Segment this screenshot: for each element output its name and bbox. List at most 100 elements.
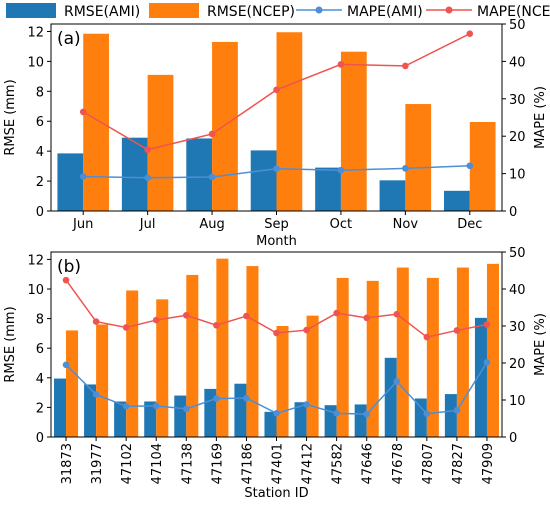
bar-rmse-ami--47401 [264, 411, 277, 437]
legend-item-rmse-ami-: RMSE(AMI) [6, 3, 140, 20]
point-mape-ami--Jun [79, 173, 87, 180]
legend-item-mape-ami-: MAPE(AMI) [296, 4, 423, 20]
point-mape-ncep--47401 [273, 329, 280, 337]
point-mape-ncep--31977 [92, 318, 100, 325]
point-mape-ncep--47678 [393, 310, 401, 318]
point-mape-ncep--Oct [337, 61, 345, 68]
x-tick-label: 47827 [451, 443, 466, 484]
point-mape-ncep--Jun [79, 108, 87, 116]
bar-rmse-ami--Jun [57, 153, 84, 211]
bar-rmse-ncep--Dec [469, 121, 496, 211]
bar-rmse-ncep--Jun [83, 33, 109, 211]
bar-rmse-ncep--47678 [396, 267, 409, 437]
x-axis-label: Month [256, 234, 297, 249]
x-tick-label: Jul [139, 217, 156, 232]
point-mape-ncep--Aug [208, 130, 216, 138]
x-tick-label: 47102 [120, 443, 135, 484]
y-tick-label: 10 [27, 55, 44, 70]
bar-rmse-ncep--Sep [276, 32, 303, 212]
x-axis: Jun Jul Aug Sep Oct Nov Dec [72, 211, 482, 232]
point-mape-ami--47827 [453, 407, 461, 414]
y-axis-left: 0 2 4 6 8 10 12 [27, 25, 51, 220]
point-mape-ncep--47807 [423, 333, 431, 341]
legend-swatch-bar [149, 3, 199, 18]
point-mape-ncep--47582 [333, 309, 340, 317]
point-mape-ami--Aug [208, 173, 216, 181]
x-tick-label: 31977 [90, 443, 105, 484]
bar-rmse-ncep--31977 [96, 324, 109, 437]
bars [57, 32, 496, 212]
point-mape-ami--47412 [303, 401, 310, 408]
y-tick-label: 6 [36, 115, 44, 130]
point-mape-ami--Dec [466, 162, 474, 170]
point-mape-ami--31873 [62, 361, 70, 369]
x-tick-label: 47169 [210, 443, 225, 484]
point-mape-ami--47138 [183, 405, 190, 413]
x-axis-label: Station ID [244, 486, 308, 501]
point-mape-ncep--Jul [144, 146, 151, 153]
y2-tick-label: 30 [509, 93, 526, 108]
x-tick-label: 31873 [60, 443, 75, 484]
x-tick-label: 47807 [421, 443, 436, 484]
y2-tick-label: 30 [509, 320, 526, 335]
y-tick-label: 0 [36, 205, 44, 220]
y-axis-label: RMSE (mm) [3, 79, 18, 155]
legend-item-rmse-ncep-: RMSE(NCEP) [149, 3, 295, 20]
panel-label: (a) [57, 29, 81, 49]
legend-label: RMSE(NCEP) [207, 4, 295, 20]
y-tick-label: 0 [36, 431, 44, 446]
point-mape-ncep--Sep [273, 86, 280, 94]
point-mape-ncep--47186 [243, 312, 250, 320]
x-tick-label: 47678 [391, 443, 406, 484]
legend-swatch-marker [445, 6, 453, 14]
x-tick-label: Jun [72, 217, 93, 232]
point-mape-ncep--47827 [453, 327, 461, 334]
point-mape-ncep--47138 [183, 311, 190, 319]
bar-rmse-ncep--47582 [336, 277, 349, 437]
bar-rmse-ami--Dec [444, 190, 470, 211]
legend-item-mape-ncep-: MAPE(NCEP) [426, 4, 550, 20]
bar-rmse-ami--47186 [234, 383, 247, 437]
y2-tick-label: 0 [509, 205, 517, 220]
legend-label: MAPE(AMI) [347, 4, 423, 20]
y-tick-label: 2 [36, 175, 44, 190]
bar-rmse-ncep--47412 [306, 315, 319, 437]
legend-label: RMSE(AMI) [64, 4, 140, 20]
bar-rmse-ncep--Jul [147, 74, 174, 211]
point-mape-ami--31977 [92, 391, 100, 398]
bars [54, 258, 499, 437]
bar-rmse-ncep--47104 [156, 299, 169, 437]
point-mape-ncep--47102 [122, 324, 130, 331]
x-tick-label: 47909 [481, 443, 496, 484]
x-tick-label: Nov [393, 217, 419, 232]
x-tick-label: 47412 [301, 443, 316, 484]
y2-tick-label: 20 [509, 357, 526, 372]
bar-rmse-ncep--Nov [405, 104, 432, 211]
point-mape-ncep--47646 [363, 314, 371, 322]
x-tick-label: Sep [264, 217, 289, 232]
y-tick-label: 6 [36, 342, 44, 357]
bar-rmse-ami--Aug [186, 138, 213, 211]
y-tick-label: 12 [27, 253, 44, 268]
bar-rmse-ncep--31873 [66, 330, 79, 437]
point-mape-ami--47104 [152, 402, 160, 410]
bar-rmse-ncep--47102 [126, 290, 139, 437]
legend: RMSE(AMI) RMSE(NCEP) MAPE(AMI) MAPE(NCEP) [6, 3, 550, 20]
legend-swatch-bar [6, 3, 56, 18]
point-mape-ami--47807 [423, 410, 431, 417]
point-mape-ami--Jul [144, 174, 151, 182]
point-mape-ami--47678 [393, 378, 401, 385]
y-tick-label: 2 [36, 401, 44, 416]
bar-rmse-ncep--47646 [366, 280, 379, 437]
x-axis: 31873 31977 47102 47104 47138 47169 47186 47401… [60, 437, 496, 484]
point-mape-ami--47401 [273, 410, 280, 417]
y-tick-label: 10 [27, 283, 44, 298]
y2-tick-label: 20 [509, 130, 526, 145]
y-tick-label: 8 [36, 313, 44, 328]
y2-tick-label: 50 [509, 246, 526, 261]
y2-tick-label: 40 [509, 283, 526, 298]
y-tick-label: 4 [36, 145, 44, 160]
y2-axis-label: MAPE (%) [533, 313, 548, 376]
x-tick-label: Oct [330, 217, 352, 232]
